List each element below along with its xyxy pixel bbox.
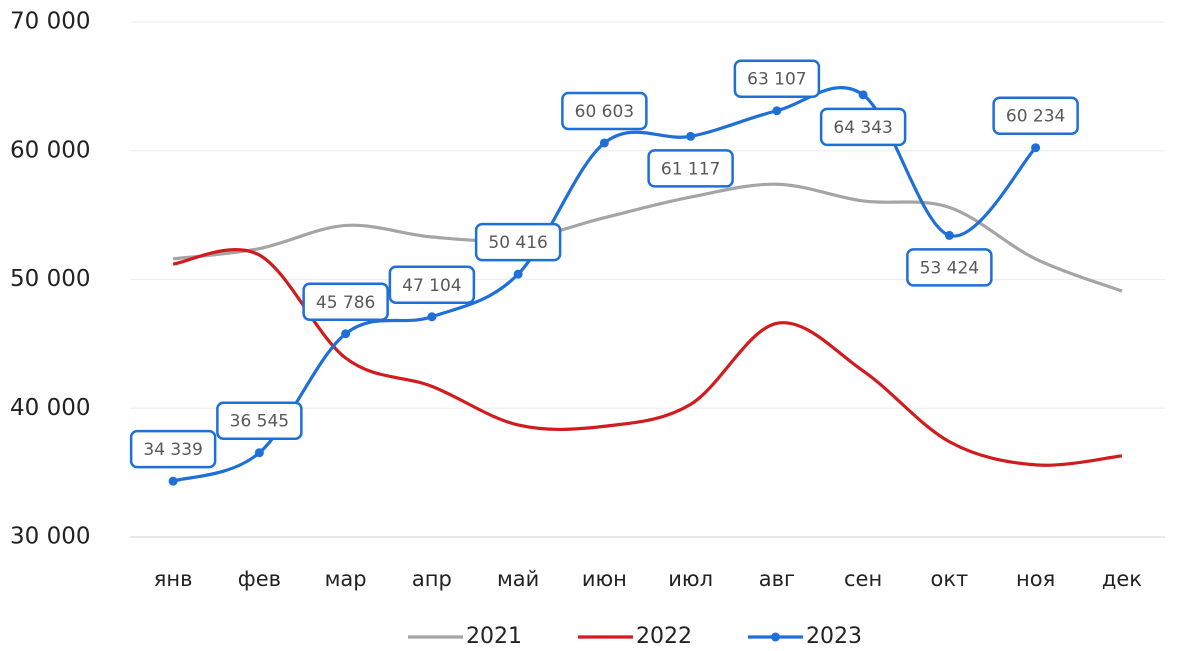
data-label: 36 545 [230,412,289,432]
legend-marker [771,632,780,642]
marker [858,90,868,100]
x-tick-label: мар [325,567,367,591]
data-label-box [992,96,1079,135]
data-label-box [474,222,562,262]
x-tick-label: май [497,567,539,591]
legend-label: 2022 [636,624,692,649]
data-label: 47 104 [402,276,461,296]
data-label-box [647,149,734,188]
data-label-box [302,282,389,322]
data-label: 34 339 [143,440,202,460]
x-tick-label: апр [412,567,452,591]
data-label: 60 603 [575,102,634,122]
data-label: 63 107 [747,70,806,90]
marker [686,131,696,141]
data-label-box [733,59,821,98]
series-line [172,248,1123,467]
legend-label: 2021 [466,624,522,649]
y-tick-label: 30 000 [10,524,90,550]
x-tick-label: ноя [1016,567,1055,591]
legend-label: 2023 [806,624,862,649]
x-tick-label: июн [582,567,627,591]
data-label: 50 416 [488,233,547,253]
marker [513,269,523,279]
marker [772,106,782,116]
x-tick-label: фев [238,567,281,591]
y-tick-label: 40 000 [10,395,90,421]
marker [341,329,351,339]
data-label-box [216,401,303,440]
marker [1031,143,1041,153]
y-tick-label: 70 000 [10,9,90,35]
y-tick-label: 60 000 [10,137,90,163]
x-tick-label: дек [1102,567,1142,591]
data-label: 60 234 [1006,107,1065,127]
data-label: 53 424 [920,258,979,278]
marker [944,230,954,240]
data-label-box [819,107,907,147]
data-label: 45 786 [316,293,375,313]
data-label: 64 343 [833,118,892,138]
data-label-box [561,91,648,131]
series-line [172,182,1123,293]
marker [599,138,609,148]
data-label-box [906,248,993,287]
x-tick-label: янв [154,567,193,591]
y-tick-label: 50 000 [10,266,90,292]
data-label-box [388,265,476,305]
x-tick-label: авг [759,567,795,591]
data-label-box [129,429,217,469]
marker [168,476,178,486]
x-tick-label: окт [930,567,968,591]
x-tick-label: июл [668,567,713,591]
marker [254,448,264,458]
marker [427,312,437,322]
x-tick-label: сен [844,567,882,591]
data-label: 61 117 [661,159,720,179]
